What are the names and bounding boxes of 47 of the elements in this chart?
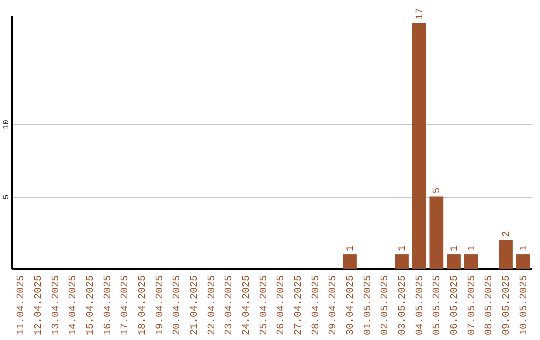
x-tick-label: 09.05.2025 — [502, 276, 513, 336]
x-tick-label: 19.04.2025 — [155, 276, 166, 336]
data-label: 1 — [398, 246, 409, 252]
bar — [395, 254, 409, 269]
x-tick-label: 15.04.2025 — [86, 276, 97, 336]
y-tick-label: 10 — [2, 120, 12, 130]
x-tick-label: 29.04.2025 — [328, 276, 340, 336]
x-tick-label: 14.04.2025 — [68, 276, 80, 336]
data-label: 1 — [346, 246, 357, 252]
x-tick-label: 18.04.2025 — [138, 276, 149, 336]
x-tick-label: 13.04.2025 — [51, 276, 62, 336]
x-tick-label: 03.05.2025 — [398, 276, 409, 336]
x-tick-label: 01.05.2025 — [363, 276, 374, 336]
x-tick-label: 11.04.2025 — [16, 276, 28, 336]
bar — [516, 254, 530, 269]
x-tick-label: 27.04.2025 — [294, 276, 305, 336]
x-tick-label: 16.04.2025 — [103, 276, 114, 336]
x-tick-label: 07.05.2025 — [467, 276, 478, 336]
bar — [430, 196, 444, 269]
bar — [447, 254, 461, 269]
data-label: 5 — [432, 188, 444, 194]
x-tick-label: 26.04.2025 — [276, 276, 288, 336]
x-tick-label: 12.04.2025 — [34, 276, 45, 336]
x-tick-label: 04.05.2025 — [415, 276, 426, 336]
x-tick-label: 10.05.2025 — [519, 276, 530, 336]
x-tick-label: 23.04.2025 — [224, 276, 236, 336]
data-label: 2 — [502, 231, 513, 238]
x-tick-label: 25.04.2025 — [259, 276, 270, 336]
x-tick-label: 17.04.2025 — [120, 276, 132, 336]
bar — [412, 23, 426, 269]
x-tick-label: 08.05.2025 — [484, 276, 496, 336]
x-tick-label: 22.04.2025 — [207, 276, 218, 336]
x-tick-label: 02.05.2025 — [380, 276, 392, 336]
x-tick-label: 28.04.2025 — [311, 276, 322, 336]
x-tick-label: 21.04.2025 — [190, 276, 201, 336]
data-label: 1 — [519, 246, 530, 252]
x-tick-label: 30.04.2025 — [346, 276, 357, 336]
x-tick-label: 05.05.2025 — [432, 276, 444, 336]
bar — [499, 240, 513, 269]
x-tick-label: 06.05.2025 — [450, 276, 461, 336]
bar — [464, 254, 478, 269]
data-label: 1 — [467, 246, 478, 252]
x-tick-label: 24.04.2025 — [242, 276, 253, 336]
data-label: 1 — [450, 246, 461, 252]
data-label: 17 — [415, 8, 426, 20]
bar — [343, 254, 357, 269]
x-tick-label: 20.04.2025 — [172, 276, 184, 336]
